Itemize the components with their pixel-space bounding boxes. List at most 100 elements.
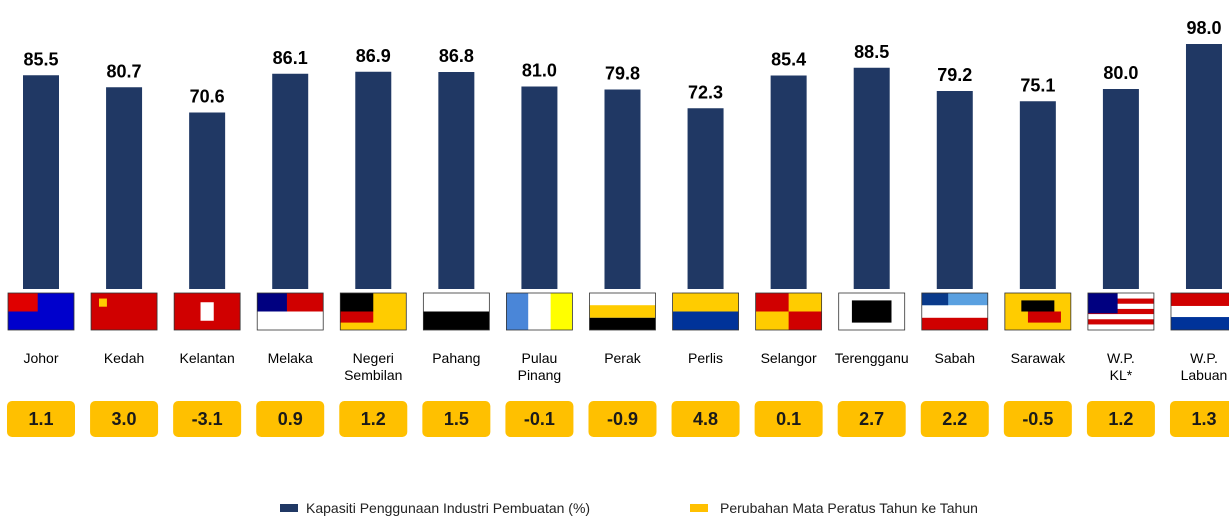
flag-part	[1087, 298, 1154, 304]
category-label: Perak	[604, 350, 641, 366]
change-box	[339, 401, 408, 437]
flag-part	[8, 293, 38, 312]
flag-part	[340, 311, 374, 323]
change-label: 1.1	[28, 409, 53, 429]
data-label: 70.6	[190, 87, 225, 107]
change-label: -0.5	[1022, 409, 1053, 429]
flag-part	[200, 302, 214, 321]
change-label: 1.3	[1191, 409, 1216, 429]
flag-border	[921, 292, 989, 331]
flag-border	[90, 292, 158, 331]
flag-part	[257, 293, 287, 312]
flag-part	[672, 311, 739, 330]
bar	[438, 72, 475, 289]
change-box	[422, 401, 491, 437]
data-label: 79.8	[605, 64, 640, 84]
flag-part	[589, 317, 656, 330]
legend-swatch	[690, 504, 708, 512]
flag-part	[1021, 300, 1055, 312]
flag-part	[1170, 317, 1229, 330]
change-box	[7, 401, 75, 437]
change-label: 2.2	[942, 409, 967, 429]
category-label: Terengganu	[834, 350, 909, 366]
flag-part	[921, 317, 988, 330]
flag-part	[550, 293, 573, 330]
flag-part	[340, 293, 374, 312]
bar	[106, 87, 143, 289]
change-box	[837, 401, 906, 437]
legend-swatch	[280, 504, 298, 512]
change-box	[588, 401, 657, 437]
bar	[1185, 44, 1222, 289]
change-box	[920, 401, 989, 437]
data-label: 79.2	[937, 65, 972, 85]
category-label: Kedah	[103, 350, 145, 366]
change-label: 4.8	[693, 409, 718, 429]
category-label: Negeri Sembilan	[344, 350, 403, 383]
change-label: -3.1	[192, 409, 223, 429]
flag-part	[921, 293, 949, 306]
legend-label: Perubahan Mata Peratus Tahun ke Tahun	[720, 500, 978, 516]
data-label: 75.1	[1020, 75, 1055, 95]
data-label: 86.9	[356, 46, 391, 66]
flag-border	[422, 292, 490, 331]
change-label: 0.1	[776, 409, 801, 429]
change-box	[1003, 401, 1072, 437]
category-label: Johor	[23, 350, 59, 366]
flag-part	[506, 293, 529, 330]
change-label: 1.5	[444, 409, 469, 429]
flag-border	[589, 292, 656, 331]
change-box	[671, 401, 740, 437]
change-box	[173, 401, 242, 437]
change-label: 2.7	[859, 409, 884, 429]
category-label: W.P. Labuan	[1180, 350, 1228, 383]
data-label: 80.0	[1103, 63, 1138, 83]
bar	[1102, 89, 1139, 289]
flag-border	[7, 292, 75, 331]
change-box	[1169, 401, 1229, 437]
flag-part	[755, 293, 789, 312]
flag-border	[755, 292, 823, 331]
flag-border	[838, 292, 906, 331]
data-label: 81.0	[522, 61, 557, 81]
flag-part	[1087, 308, 1154, 315]
data-label: 72.3	[688, 82, 723, 102]
change-box	[90, 401, 159, 437]
category-label: Sabah	[934, 350, 975, 366]
change-label: -0.9	[607, 409, 638, 429]
change-label: 0.9	[278, 409, 303, 429]
flag-part	[1170, 293, 1229, 306]
flag-border	[173, 292, 241, 331]
legend-label: Kapasiti Penggunaan Industri Pembuatan (…	[306, 500, 590, 516]
flag-part	[1087, 319, 1154, 325]
data-label: 86.1	[273, 48, 308, 68]
change-box	[1086, 401, 1155, 437]
bar	[604, 89, 641, 289]
bar	[189, 112, 226, 289]
data-label: 85.5	[23, 49, 58, 69]
flag-border	[1087, 292, 1155, 331]
category-label: Perlis	[688, 350, 724, 366]
category-label: Pulau Pinang	[517, 350, 562, 383]
bar	[1019, 101, 1056, 289]
bar	[521, 86, 558, 289]
flag-border	[1170, 292, 1229, 331]
data-label: 85.4	[771, 50, 806, 70]
flag-border	[506, 292, 573, 331]
change-box	[754, 401, 823, 437]
flag-part	[1087, 293, 1118, 314]
data-label: 80.7	[107, 61, 142, 81]
flag-part	[423, 311, 490, 330]
bar	[770, 75, 807, 289]
flag-border	[256, 292, 324, 331]
bar	[355, 71, 392, 289]
flag-border	[672, 292, 739, 331]
data-label: 98.0	[1186, 18, 1221, 38]
flag-border	[339, 292, 407, 331]
category-label: Selangor	[760, 350, 817, 366]
bar	[23, 75, 59, 289]
flag-part	[589, 305, 656, 318]
category-label: Melaka	[267, 350, 313, 366]
